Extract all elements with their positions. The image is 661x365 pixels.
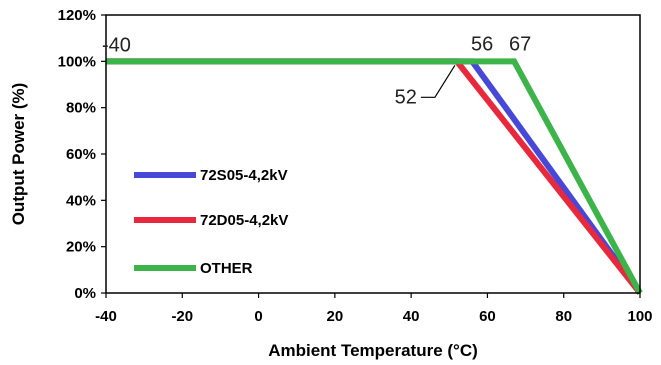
x-tick-label: -40 [95, 308, 117, 325]
y-tick-label: 80% [66, 100, 96, 117]
y-axis-title: Output Power (%) [9, 83, 28, 226]
annotation-leader [420, 65, 456, 98]
y-tick-label: 100% [58, 53, 96, 70]
y-tick-label: 120% [58, 7, 96, 24]
x-tick-label: 80 [555, 308, 572, 325]
x-tick-label: 0 [254, 308, 262, 325]
legend-label: 72S05-4,2kV [200, 167, 288, 184]
x-tick-label: 20 [327, 308, 344, 325]
legend-label: 72D05-4,2kV [200, 212, 288, 229]
annotations: -40 56 67 52 [102, 33, 531, 108]
annotation-label: 56 [471, 33, 493, 55]
plot-frame [105, 14, 641, 294]
x-axis-title: Ambient Temperature (°C) [268, 341, 478, 360]
x-tick-label: 40 [403, 308, 420, 325]
series-line-3 [106, 58, 643, 295]
x-tick-label: 100 [627, 308, 652, 325]
legend-label: OTHER [200, 260, 253, 277]
y-tick-label: 20% [66, 239, 96, 256]
series-lines [106, 58, 643, 295]
y-tick-label: 0% [74, 285, 96, 302]
annotation-label: -40 [102, 34, 131, 56]
x-tick-label: 60 [479, 308, 496, 325]
annotation-label: 52 [395, 86, 417, 108]
y-tick-labels: 0% 20% 40% 60% 80% 100% 120% [58, 7, 96, 302]
x-tick-labels: -40 -20 0 20 40 60 80 100 [95, 308, 652, 325]
tick-marks [101, 14, 641, 298]
legend: 72S05-4,2kV 72D05-4,2kV OTHER [134, 167, 288, 277]
y-tick-label: 60% [66, 146, 96, 163]
annotation-label: 67 [509, 33, 531, 55]
y-tick-label: 40% [66, 192, 96, 209]
x-tick-label: -20 [171, 308, 193, 325]
